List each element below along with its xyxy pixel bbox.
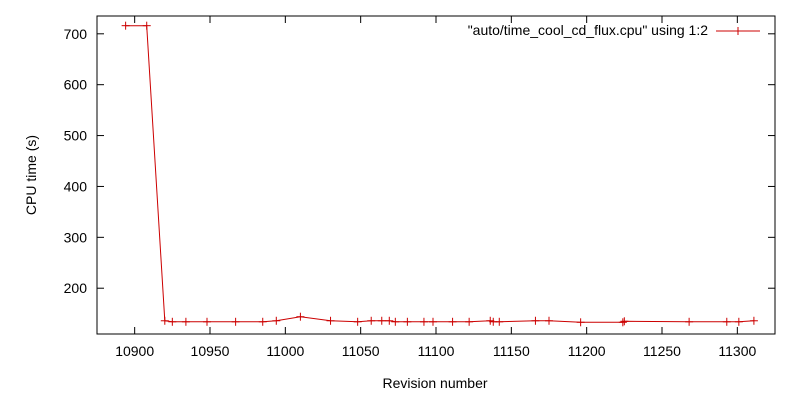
data-point: [620, 317, 629, 326]
data-point: [168, 317, 177, 326]
data-point: [202, 317, 211, 326]
y-tick-label: 400: [64, 178, 88, 194]
data-point: [142, 21, 151, 30]
x-tick-label: 11300: [718, 343, 756, 359]
x-tick-label: 11150: [493, 343, 530, 359]
x-tick-label: 10900: [115, 343, 154, 359]
series-line: [125, 25, 754, 323]
plot-frame: [96, 15, 776, 335]
data-point: [272, 316, 281, 325]
x-tick-label: 11250: [643, 343, 681, 359]
data-point: [258, 317, 267, 326]
x-tick-label: 11000: [266, 343, 304, 359]
data-point: [231, 317, 240, 326]
x-tick-label: 11200: [568, 343, 606, 359]
legend: "auto/time_cool_cd_flux.cpu" using 1:2: [468, 22, 760, 38]
x-axis-title: Revision number: [382, 375, 487, 391]
y-tick-label: 300: [64, 229, 88, 245]
data-point: [326, 316, 335, 325]
data-point: [618, 318, 627, 327]
x-tick-label: 10950: [191, 343, 230, 359]
data-point: [428, 317, 437, 326]
data-point: [419, 317, 428, 326]
data-point: [685, 317, 694, 326]
data-point: [367, 316, 376, 325]
data-point: [576, 318, 585, 327]
data-point: [749, 316, 758, 325]
data-point: [734, 317, 743, 326]
legend-label: "auto/time_cool_cd_flux.cpu" using 1:2: [468, 22, 709, 38]
data-point: [181, 317, 190, 326]
data-point: [121, 21, 130, 30]
y-tick-label: 600: [64, 77, 88, 93]
x-tick-label: 11100: [418, 343, 455, 359]
data-point: [385, 316, 394, 325]
y-tick-label: 200: [64, 280, 88, 296]
data-point: [377, 316, 386, 325]
data-point: [465, 317, 474, 326]
data-point: [722, 317, 731, 326]
data-point: [353, 317, 362, 326]
data-point: [495, 317, 504, 326]
data-point: [160, 316, 169, 325]
y-tick-label: 500: [64, 128, 88, 144]
x-axis: 10900 10950 11000 11050 11100 11150 11200 11250…: [115, 16, 756, 359]
y-tick-label: 700: [64, 26, 88, 42]
y-axis: 200 300 400 500 600 700: [64, 26, 775, 296]
data-point: [391, 317, 400, 326]
y-axis-title: CPU time (s): [23, 135, 39, 215]
data-point: [403, 317, 412, 326]
x-tick-label: 11050: [342, 343, 380, 359]
data-point: [448, 317, 457, 326]
series-layer: [121, 21, 758, 327]
data-point: [531, 316, 540, 325]
data-point: [545, 316, 553, 325]
data-point: [296, 312, 305, 321]
